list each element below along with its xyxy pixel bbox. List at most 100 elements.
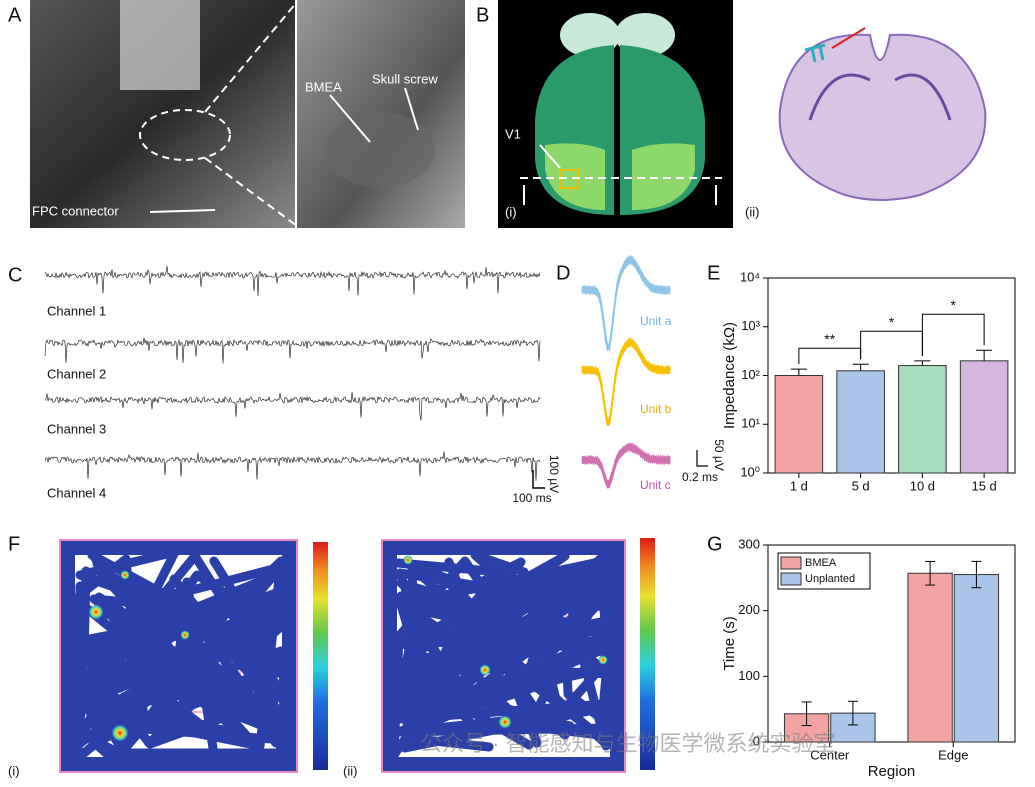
waveform — [581, 256, 671, 350]
waveform — [581, 255, 671, 350]
waveform — [582, 255, 671, 350]
waveform — [581, 255, 671, 349]
legend-swatch — [780, 572, 802, 586]
waveform — [581, 446, 671, 486]
panel-label: E — [707, 262, 720, 284]
track — [80, 592, 171, 745]
hotspot — [498, 715, 512, 729]
track — [383, 541, 624, 771]
track — [75, 547, 180, 733]
significance-label: * — [889, 314, 895, 330]
waveform — [581, 255, 671, 351]
track — [396, 591, 614, 741]
trajectory — [383, 541, 624, 771]
colorbar — [640, 538, 655, 770]
waveform — [581, 255, 671, 351]
annotation: BMEA — [305, 79, 342, 94]
bar — [836, 370, 885, 474]
bar — [774, 375, 824, 474]
waveform — [581, 261, 671, 349]
waveform — [581, 258, 671, 352]
hotspot — [88, 604, 104, 620]
unit-label: Unit b — [640, 402, 672, 416]
y-tick-label: 100 — [738, 668, 760, 683]
x-tick-label: Edge — [938, 747, 968, 762]
waveform — [581, 255, 671, 352]
significance-label: ** — [824, 331, 835, 347]
unit-label: Unit a — [640, 314, 672, 328]
trace — [44, 451, 541, 481]
arrow — [539, 144, 561, 169]
zoom-line — [204, 157, 298, 227]
x-tick-label: 5 d — [852, 478, 870, 493]
y-tick-label: 10² — [741, 367, 760, 382]
colorbar — [313, 542, 328, 770]
waveform — [581, 258, 671, 348]
channel-label: Channel 1 — [47, 303, 106, 318]
y-axis-label: Impedance (kΩ) — [721, 322, 738, 429]
arrow — [149, 209, 216, 213]
trace — [44, 392, 541, 421]
x-tick-label: 10 d — [910, 478, 935, 493]
waveform — [581, 257, 671, 349]
hotspot — [120, 570, 130, 580]
brain-slice — [778, 33, 987, 201]
channel-label: Channel 4 — [47, 485, 106, 500]
y-tick-label: 300 — [738, 536, 760, 551]
bar — [907, 572, 953, 743]
x-axis-label: Region — [868, 763, 916, 780]
waveform — [581, 257, 671, 350]
scale-bar — [532, 470, 545, 489]
zoom-line — [204, 1, 298, 113]
hotspot — [479, 664, 491, 676]
bar — [898, 365, 947, 474]
y-tick-label: 200 — [738, 602, 760, 617]
hotspot — [111, 724, 129, 742]
waveform — [581, 257, 671, 350]
brain-slice-detail — [808, 73, 952, 121]
y-axis-label: Time (s) — [721, 616, 738, 670]
waveform — [581, 445, 671, 487]
charts: 10⁰ 10¹ 10² 10³ 10⁴ Impedance (kΩ) 1 d 5 d 10 d 1… — [721, 269, 1016, 780]
legend-label: BMEA — [805, 557, 837, 569]
x-tick-label: 15 d — [971, 478, 996, 493]
waveform — [581, 254, 671, 349]
bar — [953, 574, 1000, 743]
track — [68, 574, 289, 748]
panel-label: A — [8, 4, 22, 26]
subpanel-label: (i) — [505, 204, 517, 219]
track — [61, 541, 296, 771]
legend-swatch — [780, 556, 802, 570]
waveform — [581, 257, 671, 346]
legend-label: Unplanted — [805, 573, 855, 585]
subpanel-label: (i) — [8, 763, 20, 778]
scale-label: 50 µV — [712, 439, 726, 471]
waveform — [581, 254, 671, 350]
brain-region — [632, 143, 695, 210]
significance-bracket — [921, 313, 985, 356]
channel-label: Channel 3 — [47, 421, 106, 436]
panel-label: C — [8, 264, 22, 286]
y-tick-label: 10¹ — [741, 416, 760, 431]
waveform — [581, 261, 671, 347]
photo-detail — [325, 112, 435, 188]
y-tick-label: 10⁰ — [740, 464, 760, 479]
waveform — [581, 255, 671, 350]
waveform — [581, 255, 671, 352]
y-tick-label: 10³ — [741, 318, 760, 333]
scale-label: 100 µV — [547, 455, 561, 493]
significance-label: * — [951, 297, 957, 313]
waveform — [581, 256, 671, 349]
y-tick-label: 0 — [753, 733, 760, 748]
waveform — [581, 257, 670, 347]
trace — [44, 266, 541, 296]
annotation: Skull screw — [372, 71, 438, 86]
y-tick-label: 10⁴ — [740, 269, 760, 284]
waveform — [581, 257, 671, 351]
channel-label: Channel 2 — [47, 366, 106, 381]
trace — [44, 337, 541, 364]
hotspot — [403, 555, 413, 565]
annotation: FPC connector — [32, 203, 119, 218]
arrow — [329, 94, 371, 143]
